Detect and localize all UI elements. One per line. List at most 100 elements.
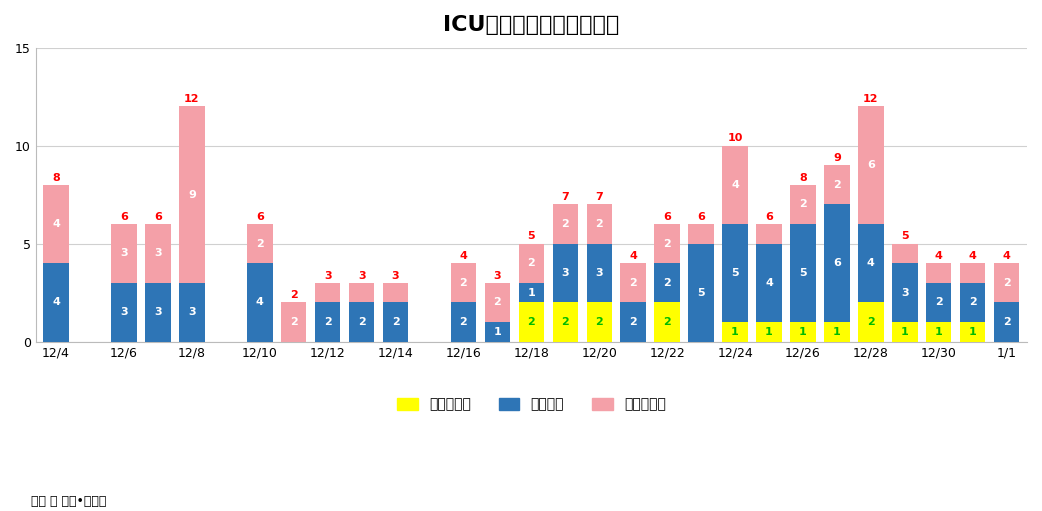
Text: 12: 12 [184,94,200,104]
Bar [722,224,748,322]
Text: 1: 1 [765,327,773,337]
Bar [994,263,1019,303]
Bar [756,224,782,244]
Bar [519,303,544,342]
Bar [790,185,816,224]
Bar [451,303,476,342]
Text: 2: 2 [1002,278,1011,288]
Text: 9: 9 [833,153,841,163]
Text: 2: 2 [629,317,637,327]
Text: 2: 2 [867,317,874,327]
Text: 6: 6 [256,212,264,222]
Text: 2: 2 [595,219,603,229]
Text: 1: 1 [901,327,909,337]
Text: 3: 3 [357,270,366,281]
Bar [960,283,986,322]
Text: 2: 2 [290,317,298,327]
Text: 3: 3 [120,307,128,317]
Bar [145,224,171,283]
Bar [859,224,884,303]
Text: 3: 3 [901,288,909,298]
Text: 2: 2 [799,199,807,210]
Bar [382,283,408,303]
Text: 4: 4 [52,297,60,308]
Text: 2: 2 [392,317,399,327]
Bar [824,322,849,342]
Text: 4: 4 [629,251,637,261]
Text: 2: 2 [256,239,264,249]
Text: 2: 2 [595,317,603,327]
Bar [722,146,748,224]
Text: 3: 3 [494,270,501,281]
Bar [519,283,544,303]
Text: 4: 4 [935,251,943,261]
Bar [756,322,782,342]
Text: 2: 2 [664,317,671,327]
Bar [315,303,341,342]
Bar [689,244,714,342]
Bar [485,322,511,342]
Bar [620,303,646,342]
Bar [111,224,137,283]
Text: 2: 2 [324,317,331,327]
Text: 2: 2 [664,278,671,288]
Legend: 完成追加剂, 完成接种, 未完成接种: 完成追加剂, 完成接种, 未完成接种 [392,392,671,417]
Text: 4: 4 [969,251,976,261]
Bar [44,185,69,263]
Bar [552,204,578,244]
Text: 1: 1 [833,327,841,337]
Text: 10: 10 [727,133,743,143]
Text: 2: 2 [494,297,501,308]
Bar [960,263,986,283]
Text: 3: 3 [392,270,399,281]
Bar [349,283,374,303]
Bar [722,322,748,342]
Text: 6: 6 [867,160,875,170]
Text: 6: 6 [154,212,162,222]
Bar [892,263,918,322]
Text: 2: 2 [460,317,468,327]
Bar [587,244,612,303]
Text: 1: 1 [799,327,807,337]
Text: 2: 2 [664,239,671,249]
Text: 2: 2 [562,219,569,229]
Text: 5: 5 [697,288,705,298]
Text: 2: 2 [562,317,569,327]
Text: 3: 3 [120,248,128,259]
Text: 5: 5 [901,231,909,241]
Text: 2: 2 [629,278,637,288]
Bar [859,303,884,342]
Bar [926,283,951,322]
Text: 4: 4 [460,251,468,261]
Text: 4: 4 [867,258,875,268]
Text: 1: 1 [969,327,976,337]
Bar [892,322,918,342]
Text: 8: 8 [52,173,60,182]
Text: 2: 2 [969,297,976,308]
Bar [179,106,204,283]
Text: 6: 6 [663,212,671,222]
Text: 6: 6 [833,258,841,268]
Bar [926,263,951,283]
Bar [824,204,849,322]
Text: 4: 4 [52,219,60,229]
Bar [994,303,1019,342]
Text: 2: 2 [527,258,536,268]
Text: 12: 12 [863,94,878,104]
Text: 2: 2 [357,317,366,327]
Bar [620,263,646,303]
Text: 1: 1 [527,288,536,298]
Text: 2: 2 [833,180,841,190]
Title: ICU监控病例疫苗接种概况: ICU监控病例疫苗接种概况 [443,15,620,35]
Bar [382,303,408,342]
Bar [281,303,306,342]
Text: 5: 5 [527,231,536,241]
Text: 4: 4 [1002,251,1011,261]
Text: 1: 1 [731,327,739,337]
Bar [519,244,544,283]
Bar [790,224,816,322]
Text: 3: 3 [324,270,331,281]
Text: 1: 1 [494,327,501,337]
Bar [654,224,679,263]
Text: 6: 6 [765,212,773,222]
